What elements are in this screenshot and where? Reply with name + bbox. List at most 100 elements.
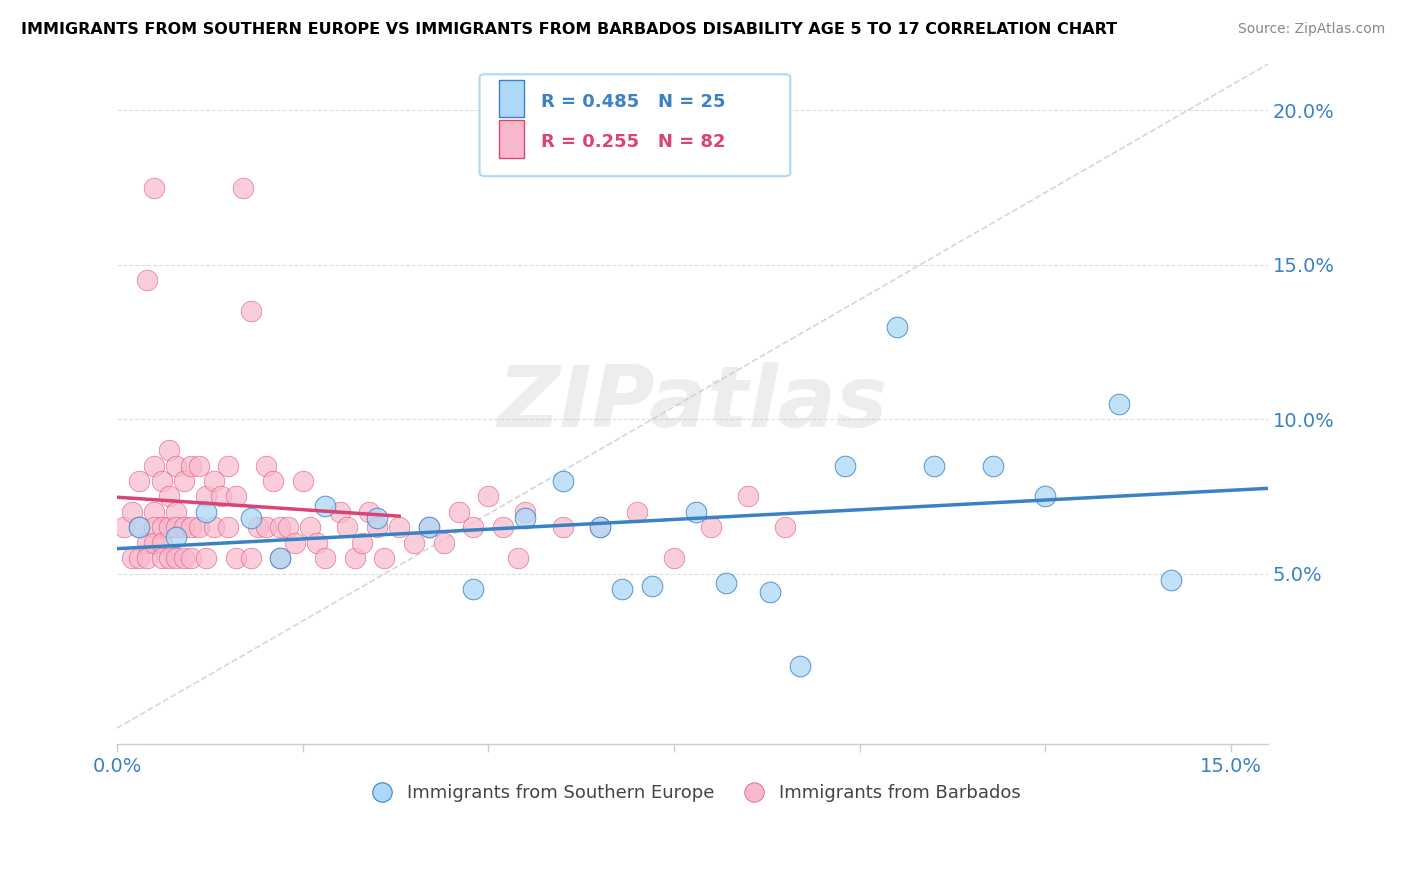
Point [685, 505, 707, 519]
Point [506, 551, 529, 566]
Point [254, 458, 277, 473]
Point [180, 520, 202, 534]
Point [1160, 573, 1182, 587]
Point [551, 474, 574, 488]
Point [834, 458, 856, 473]
Point [173, 520, 195, 534]
Point [492, 520, 515, 534]
Point [150, 536, 173, 550]
Point [157, 520, 180, 534]
Point [662, 551, 685, 566]
Point [121, 551, 143, 566]
Point [588, 520, 610, 534]
Point [737, 490, 759, 504]
Point [150, 474, 173, 488]
Point [143, 520, 166, 534]
Point [225, 551, 247, 566]
Point [1108, 397, 1130, 411]
Point [291, 474, 314, 488]
Point [143, 536, 166, 550]
Point [165, 530, 187, 544]
Point [447, 505, 470, 519]
Point [180, 458, 202, 473]
Point [143, 505, 166, 519]
Point [150, 520, 173, 534]
Point [463, 582, 485, 596]
Legend: Immigrants from Southern Europe, Immigrants from Barbados: Immigrants from Southern Europe, Immigra… [357, 777, 1028, 809]
Point [135, 536, 157, 550]
Point [388, 520, 411, 534]
Point [180, 551, 202, 566]
Point [135, 551, 157, 566]
Point [254, 520, 277, 534]
Point [329, 505, 352, 519]
Point [173, 474, 195, 488]
Point [307, 536, 329, 550]
Point [714, 576, 737, 591]
Text: Source: ZipAtlas.com: Source: ZipAtlas.com [1237, 22, 1385, 37]
Point [202, 474, 225, 488]
Point [418, 520, 440, 534]
Point [135, 273, 157, 287]
Point [217, 520, 239, 534]
Text: ZIPatlas: ZIPatlas [498, 362, 887, 445]
Text: R = 0.255   N = 82: R = 0.255 N = 82 [540, 134, 725, 152]
Point [239, 551, 262, 566]
Point [626, 505, 648, 519]
Point [314, 551, 336, 566]
Point [157, 551, 180, 566]
Point [165, 458, 187, 473]
Point [173, 551, 195, 566]
Point [284, 536, 307, 550]
FancyBboxPatch shape [479, 74, 790, 177]
Point [195, 505, 218, 519]
Point [239, 304, 262, 318]
Point [789, 659, 811, 673]
Text: R = 0.485   N = 25: R = 0.485 N = 25 [540, 93, 725, 111]
Point [299, 520, 322, 534]
Point [157, 490, 180, 504]
Point [157, 443, 180, 458]
Point [366, 520, 388, 534]
Point [195, 551, 218, 566]
Text: IMMIGRANTS FROM SOUTHERN EUROPE VS IMMIGRANTS FROM BARBADOS DISABILITY AGE 5 TO : IMMIGRANTS FROM SOUTHERN EUROPE VS IMMIG… [21, 22, 1118, 37]
Point [759, 585, 782, 599]
Point [143, 458, 166, 473]
Point [402, 536, 425, 550]
Point [775, 520, 797, 534]
Point [922, 458, 945, 473]
Point [1033, 490, 1056, 504]
Point [886, 319, 908, 334]
Point [150, 551, 173, 566]
Point [262, 474, 284, 488]
Point [700, 520, 723, 534]
Point [981, 458, 1004, 473]
Point [114, 520, 136, 534]
FancyBboxPatch shape [499, 79, 524, 117]
Point [343, 551, 366, 566]
Point [515, 505, 537, 519]
Point [239, 511, 262, 525]
Point [247, 520, 270, 534]
Point [165, 520, 187, 534]
Point [128, 520, 150, 534]
Point [209, 490, 232, 504]
Point [225, 490, 247, 504]
Point [463, 520, 485, 534]
Point [269, 551, 291, 566]
Point [187, 520, 209, 534]
Point [121, 505, 143, 519]
Point [610, 582, 633, 596]
Point [232, 180, 254, 194]
Point [640, 579, 662, 593]
Point [359, 505, 381, 519]
Point [269, 520, 291, 534]
Point [551, 520, 574, 534]
Point [515, 511, 537, 525]
Point [195, 490, 218, 504]
Point [128, 474, 150, 488]
Point [314, 499, 336, 513]
Point [373, 551, 395, 566]
Point [433, 536, 456, 550]
Point [277, 520, 299, 534]
